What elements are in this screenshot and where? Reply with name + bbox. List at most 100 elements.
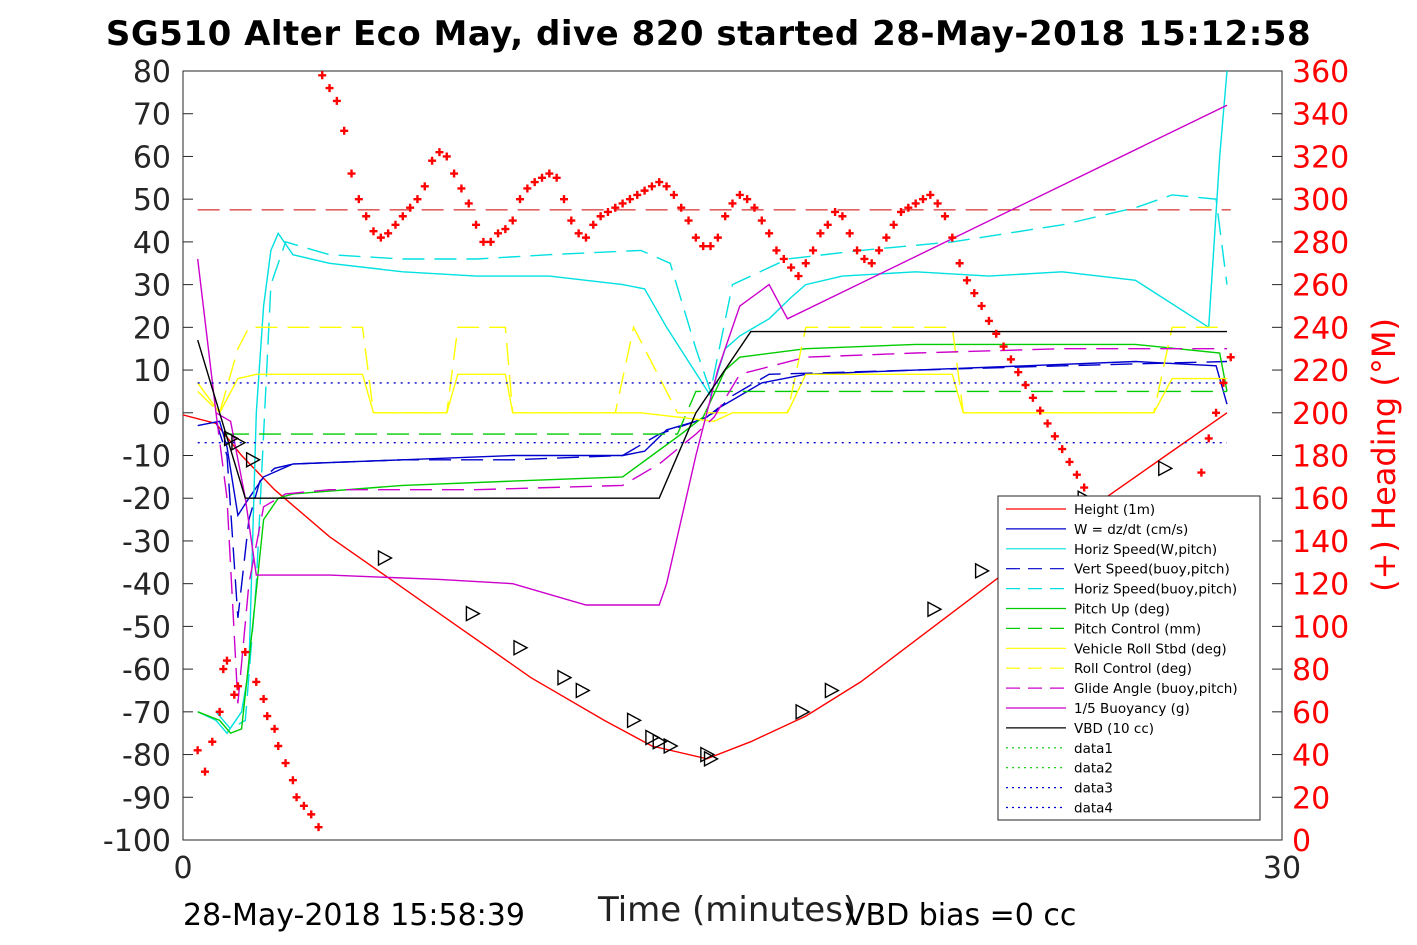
y-tick-label: -100 (103, 824, 171, 859)
heading-point (750, 203, 759, 212)
heading-point (1043, 419, 1052, 428)
legend-label: data2 (1074, 761, 1113, 777)
triangle-marker (703, 750, 719, 767)
heading-point (977, 301, 986, 310)
chart-title: SG510 Alter Eco May, dive 820 started 28… (105, 14, 1312, 54)
x-tick-label: 0 (173, 851, 192, 886)
heading-point (193, 746, 202, 755)
triangle-marker (927, 601, 943, 618)
heading-point (897, 207, 906, 216)
heading-point (398, 212, 407, 221)
triangle-marker (231, 434, 247, 451)
triangle-marker (557, 669, 573, 686)
heading-point (904, 203, 913, 212)
footer-vbd-bias: VBD bias =0 cc (845, 898, 1077, 933)
y2-tick-label: 80 (1292, 653, 1330, 688)
heading-point (735, 190, 744, 199)
heading-point (230, 690, 239, 699)
y-tick-label: -20 (122, 482, 171, 517)
legend: Height (1m) W = dz/dt (cm/s) Horiz Speed(W… (997, 495, 1261, 821)
heading-point (1204, 434, 1213, 443)
heading-point (530, 178, 539, 187)
heading-point (699, 242, 708, 251)
heading-point (420, 182, 429, 191)
heading-point (853, 246, 862, 255)
y2-tick-label: 200 (1292, 397, 1349, 432)
heading-point (450, 169, 459, 178)
triangle-marker (513, 639, 529, 656)
series-line-2 (197, 71, 1228, 735)
y-tick-label: -10 (122, 440, 171, 475)
heading-point (233, 682, 242, 691)
heading-point (801, 259, 810, 268)
y2-tick-label: 0 (1292, 824, 1311, 859)
heading-point (288, 776, 297, 785)
triangle-marker (575, 682, 591, 699)
heading-point (955, 259, 964, 268)
y-tick-label: 20 (133, 311, 171, 346)
triangle-marker (663, 737, 679, 755)
heading-point (867, 259, 876, 268)
heading-point (413, 195, 422, 204)
series-line-4 (215, 194, 1228, 730)
y-tick-label: -50 (122, 610, 171, 645)
heading-point (545, 169, 554, 178)
heading-point (889, 220, 898, 229)
heading-point (428, 156, 437, 165)
heading-point (911, 199, 920, 208)
legend-label: data1 (1074, 741, 1113, 757)
heading-point (1080, 483, 1089, 492)
heading-point (391, 220, 400, 229)
heading-point (1050, 432, 1059, 441)
heading-point (516, 195, 525, 204)
heading-point (406, 203, 415, 212)
heading-point (721, 212, 730, 221)
triangle-marker (824, 682, 840, 699)
legend-label: data4 (1074, 801, 1113, 817)
heading-point (625, 195, 634, 204)
heading-point (691, 233, 700, 242)
y-tick-label: 80 (133, 55, 171, 90)
y-tick-label: -70 (122, 696, 171, 731)
heading-point (259, 695, 268, 704)
heading-point (1226, 353, 1235, 362)
heading-point (281, 759, 290, 768)
y-tick-label: 40 (133, 226, 171, 261)
y2-tick-label: 60 (1292, 696, 1330, 731)
heading-point (918, 195, 927, 204)
heading-point (479, 237, 488, 246)
heading-point (633, 190, 642, 199)
heading-point (552, 173, 561, 182)
legend-label: Pitch Control (mm) (1074, 621, 1201, 637)
y-tick-label: 50 (133, 183, 171, 218)
triangle-marker (465, 605, 481, 622)
heading-point (596, 212, 605, 221)
heading-point (501, 225, 510, 234)
y-tick-label: 10 (133, 354, 171, 389)
heading-point (314, 823, 323, 832)
heading-point (984, 316, 993, 325)
heading-point (347, 169, 356, 178)
heading-point (743, 195, 752, 204)
legend-label: VBD (10 cc) (1074, 721, 1154, 737)
y2-tick-label: 100 (1292, 610, 1349, 645)
series-line-11 (197, 330, 1227, 499)
series-line-10 (197, 104, 1228, 606)
heading-point (970, 289, 979, 298)
heading-point (618, 199, 627, 208)
legend-label: Height (1m) (1074, 502, 1155, 518)
footer-timestamp: 28-May-2018 15:58:39 (183, 898, 525, 933)
heading-point (882, 233, 891, 242)
legend-label: 1/5 Buoyancy (g) (1074, 701, 1190, 717)
series-line-3 (215, 360, 1228, 618)
y-tick-label: -60 (122, 653, 171, 688)
heading-point (611, 203, 620, 212)
y2-tick-label: 40 (1292, 739, 1330, 774)
y2-tick-label: 340 (1292, 98, 1349, 133)
heading-point (559, 195, 568, 204)
heading-point (1014, 368, 1023, 377)
triangle-marker (652, 733, 668, 750)
heading-point (992, 329, 1001, 338)
heading-point (647, 182, 656, 191)
